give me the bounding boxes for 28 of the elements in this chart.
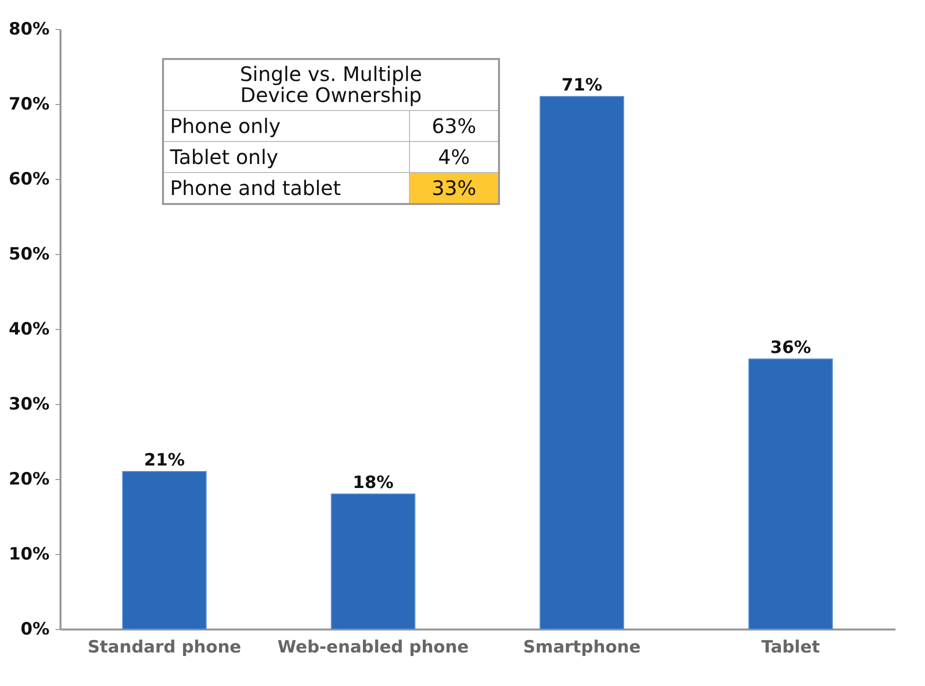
y-tick-label: 30% bbox=[8, 394, 50, 414]
annotation: Single vs. Multiple Device Ownership bbox=[163, 59, 499, 110]
y-tick-label: 50% bbox=[8, 244, 50, 264]
bar bbox=[330, 494, 416, 630]
annotation: Tablet only bbox=[163, 142, 410, 172]
y-tick-label: 0% bbox=[20, 620, 50, 640]
data-label: 36% bbox=[770, 338, 811, 358]
annotation: 63% bbox=[410, 110, 499, 142]
y-tick-label: 10% bbox=[8, 544, 50, 564]
x-tick-label: Web-enabled phone bbox=[278, 638, 469, 658]
annotation: 4% bbox=[410, 142, 499, 172]
bar bbox=[540, 96, 624, 630]
bar bbox=[748, 358, 833, 630]
y-tick-label: 70% bbox=[8, 94, 50, 114]
y-tick-label: 40% bbox=[8, 320, 50, 340]
bar bbox=[122, 471, 207, 630]
x-tick-label: Tablet bbox=[761, 638, 820, 658]
y-tick-label: 60% bbox=[8, 170, 50, 190]
data-label: 18% bbox=[352, 473, 394, 493]
x-tick-label: Smartphone bbox=[523, 638, 641, 658]
annotation: 33% bbox=[410, 172, 499, 204]
data-label: 71% bbox=[562, 76, 602, 96]
data-label: 21% bbox=[144, 450, 185, 470]
x-tick-label: Standard phone bbox=[88, 638, 242, 658]
y-tick-label: 80% bbox=[8, 20, 50, 40]
annotation: Phone only bbox=[163, 110, 410, 142]
annotation: Phone and tablet bbox=[163, 172, 410, 204]
y-tick-label: 20% bbox=[8, 470, 50, 490]
